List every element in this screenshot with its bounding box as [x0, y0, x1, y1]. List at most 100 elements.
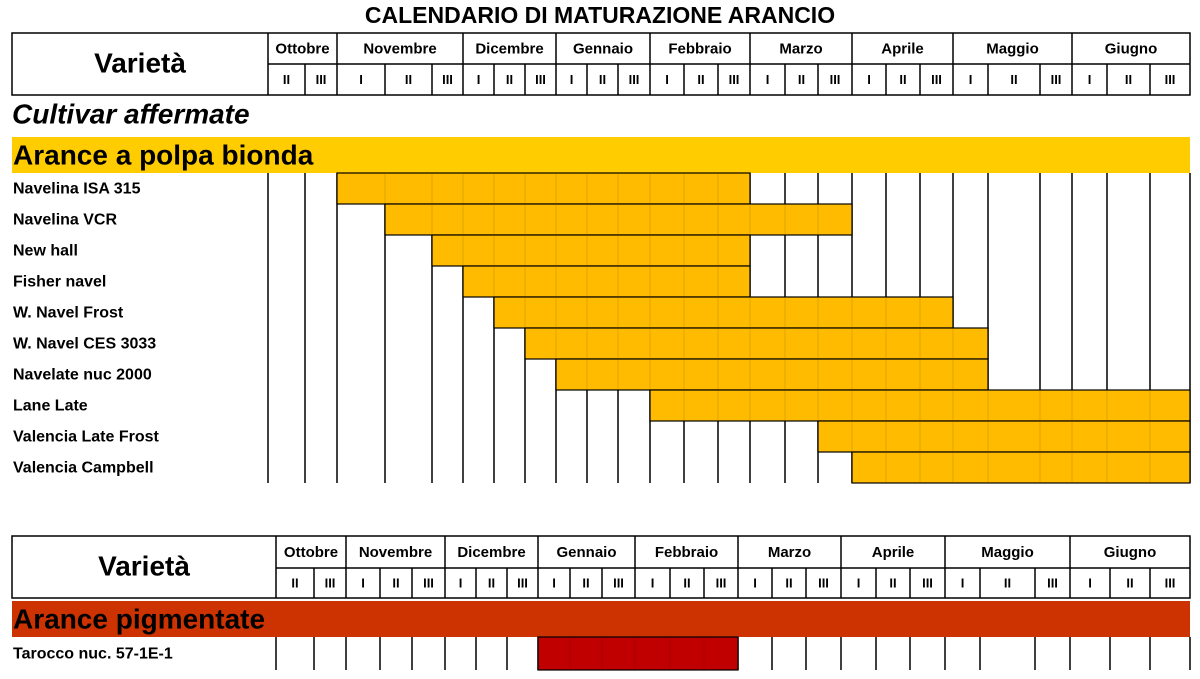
month-label: Giugno	[1104, 544, 1157, 561]
decade-label: I	[1088, 575, 1092, 590]
variety-name: Navelina ISA 315	[13, 181, 141, 198]
decade-label: I	[1088, 72, 1092, 87]
decade-label: II	[488, 575, 495, 590]
month-label: Dicembre	[457, 544, 525, 561]
decade-label: III	[423, 575, 434, 590]
month-label: Giugno	[1105, 40, 1158, 57]
decade-label: II	[1004, 575, 1011, 590]
decade-label: II	[1126, 575, 1133, 590]
month-label: Dicembre	[475, 40, 543, 57]
month-label: Aprile	[881, 40, 924, 57]
group-label: Arance pigmentate	[13, 603, 265, 634]
decade-label: III	[931, 72, 942, 87]
decade-label: I	[477, 72, 481, 87]
month-label: Gennaio	[573, 40, 633, 57]
variety-name: Valencia Late Frost	[13, 429, 160, 446]
decade-label: II	[889, 575, 896, 590]
ripening-bar	[431, 234, 751, 267]
decade-label: III	[716, 575, 727, 590]
variety-name: Valencia Campbell	[13, 460, 154, 477]
month-label: Aprile	[872, 544, 915, 561]
decade-label: I	[459, 575, 463, 590]
group-band	[12, 137, 1190, 173]
ripening-bar	[555, 358, 989, 391]
variety-name: Fisher navel	[13, 274, 106, 291]
month-label: Marzo	[768, 544, 811, 561]
header-label: Varietà	[98, 550, 190, 581]
decade-label: I	[361, 575, 365, 590]
section-subtitle: Cultivar affermate	[12, 98, 250, 129]
decade-label: I	[359, 72, 363, 87]
month-label: Maggio	[981, 544, 1034, 561]
variety-name: Lane Late	[13, 398, 88, 415]
decade-label: III	[1165, 575, 1176, 590]
month-label: Marzo	[779, 40, 822, 57]
group-label: Arance a polpa bionda	[13, 139, 314, 170]
month-label: Novembre	[359, 544, 432, 561]
month-label: Ottobre	[275, 40, 329, 57]
header-box	[11, 535, 1191, 599]
decade-label: III	[830, 72, 841, 87]
decade-label: II	[798, 72, 805, 87]
decade-label: III	[517, 575, 528, 590]
decade-label: III	[325, 575, 336, 590]
variety-name: Navelate nuc 2000	[13, 367, 152, 384]
decade-label: III	[729, 72, 740, 87]
decade-label: III	[818, 575, 829, 590]
variety-name: W. Navel CES 3033	[13, 336, 156, 353]
ripening-bar	[462, 265, 751, 298]
ripening-bar	[537, 636, 739, 671]
ripening-bar	[524, 327, 989, 360]
decade-label: III	[316, 72, 327, 87]
decade-label: III	[922, 575, 933, 590]
decade-label: I	[969, 72, 973, 87]
month-label: Gennaio	[556, 544, 616, 561]
variety-name: Navelina VCR	[13, 212, 117, 229]
decade-label: II	[697, 72, 704, 87]
page-title: CALENDARIO DI MATURAZIONE ARANCIO	[365, 2, 835, 28]
decade-label: I	[857, 575, 861, 590]
decade-label: I	[570, 72, 574, 87]
decade-label: III	[629, 72, 640, 87]
decade-label: II	[506, 72, 513, 87]
decade-label: III	[535, 72, 546, 87]
decade-label: II	[599, 72, 606, 87]
decade-label: II	[1010, 72, 1017, 87]
decade-label: II	[392, 575, 399, 590]
decade-label: III	[613, 575, 624, 590]
variety-name: W. Navel Frost	[13, 305, 124, 322]
month-label: Febbraio	[668, 40, 731, 57]
decade-label: II	[283, 72, 290, 87]
decade-label: III	[1165, 72, 1176, 87]
decade-label: I	[867, 72, 871, 87]
decade-label: I	[665, 72, 669, 87]
decade-label: II	[1125, 72, 1132, 87]
decade-label: II	[291, 575, 298, 590]
decade-label: III	[442, 72, 453, 87]
decade-label: I	[651, 575, 655, 590]
month-label: Novembre	[363, 40, 436, 57]
decade-label: I	[552, 575, 556, 590]
ripening-bar	[851, 451, 1191, 484]
decade-label: II	[785, 575, 792, 590]
month-label: Maggio	[986, 40, 1039, 57]
ripening-bar	[493, 296, 954, 329]
decade-label: II	[582, 575, 589, 590]
decade-label: I	[961, 575, 965, 590]
decade-label: II	[405, 72, 412, 87]
decade-label: I	[766, 72, 770, 87]
variety-name: New hall	[13, 243, 78, 260]
ripening-bar	[384, 203, 853, 236]
ripening-bar	[817, 420, 1191, 453]
group-band	[12, 601, 1190, 637]
header-label: Varietà	[94, 47, 186, 78]
month-label: Ottobre	[284, 544, 338, 561]
decade-label: II	[899, 72, 906, 87]
decade-label: III	[1047, 575, 1058, 590]
decade-label: III	[1051, 72, 1062, 87]
decade-label: II	[683, 575, 690, 590]
month-label: Febbraio	[655, 544, 718, 561]
decade-label: I	[753, 575, 757, 590]
ripening-bar	[336, 172, 751, 205]
